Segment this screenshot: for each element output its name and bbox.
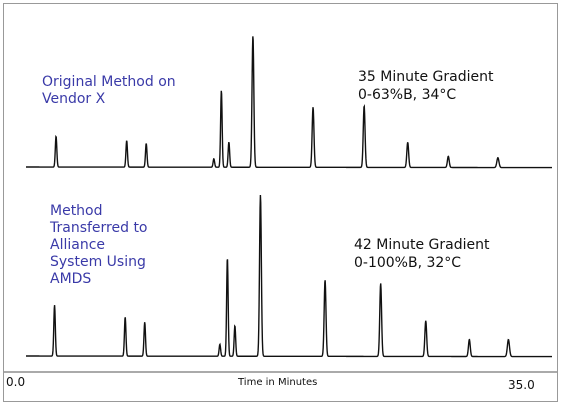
chromatogram-trace-2 [26, 194, 552, 358]
panel-2-conditions-label: 42 Minute Gradient 0-100%B, 32°C [354, 237, 490, 271]
chromatogram-trace-1 [26, 36, 552, 169]
panel-1-conditions-label: 35 Minute Gradient 0-63%B, 34°C [358, 69, 494, 103]
panel-2-method-label: Method Transferred to Alliance System Us… [50, 203, 148, 287]
panel-1-method-label: Original Method on Vendor X [42, 74, 176, 107]
x-axis-label: Time in Minutes [238, 377, 318, 388]
x-tick-label-start: 0.0 [6, 375, 26, 389]
x-tick-label-end: 35.0 [508, 378, 535, 392]
figure-border [3, 3, 558, 402]
trace-layer [26, 36, 552, 358]
